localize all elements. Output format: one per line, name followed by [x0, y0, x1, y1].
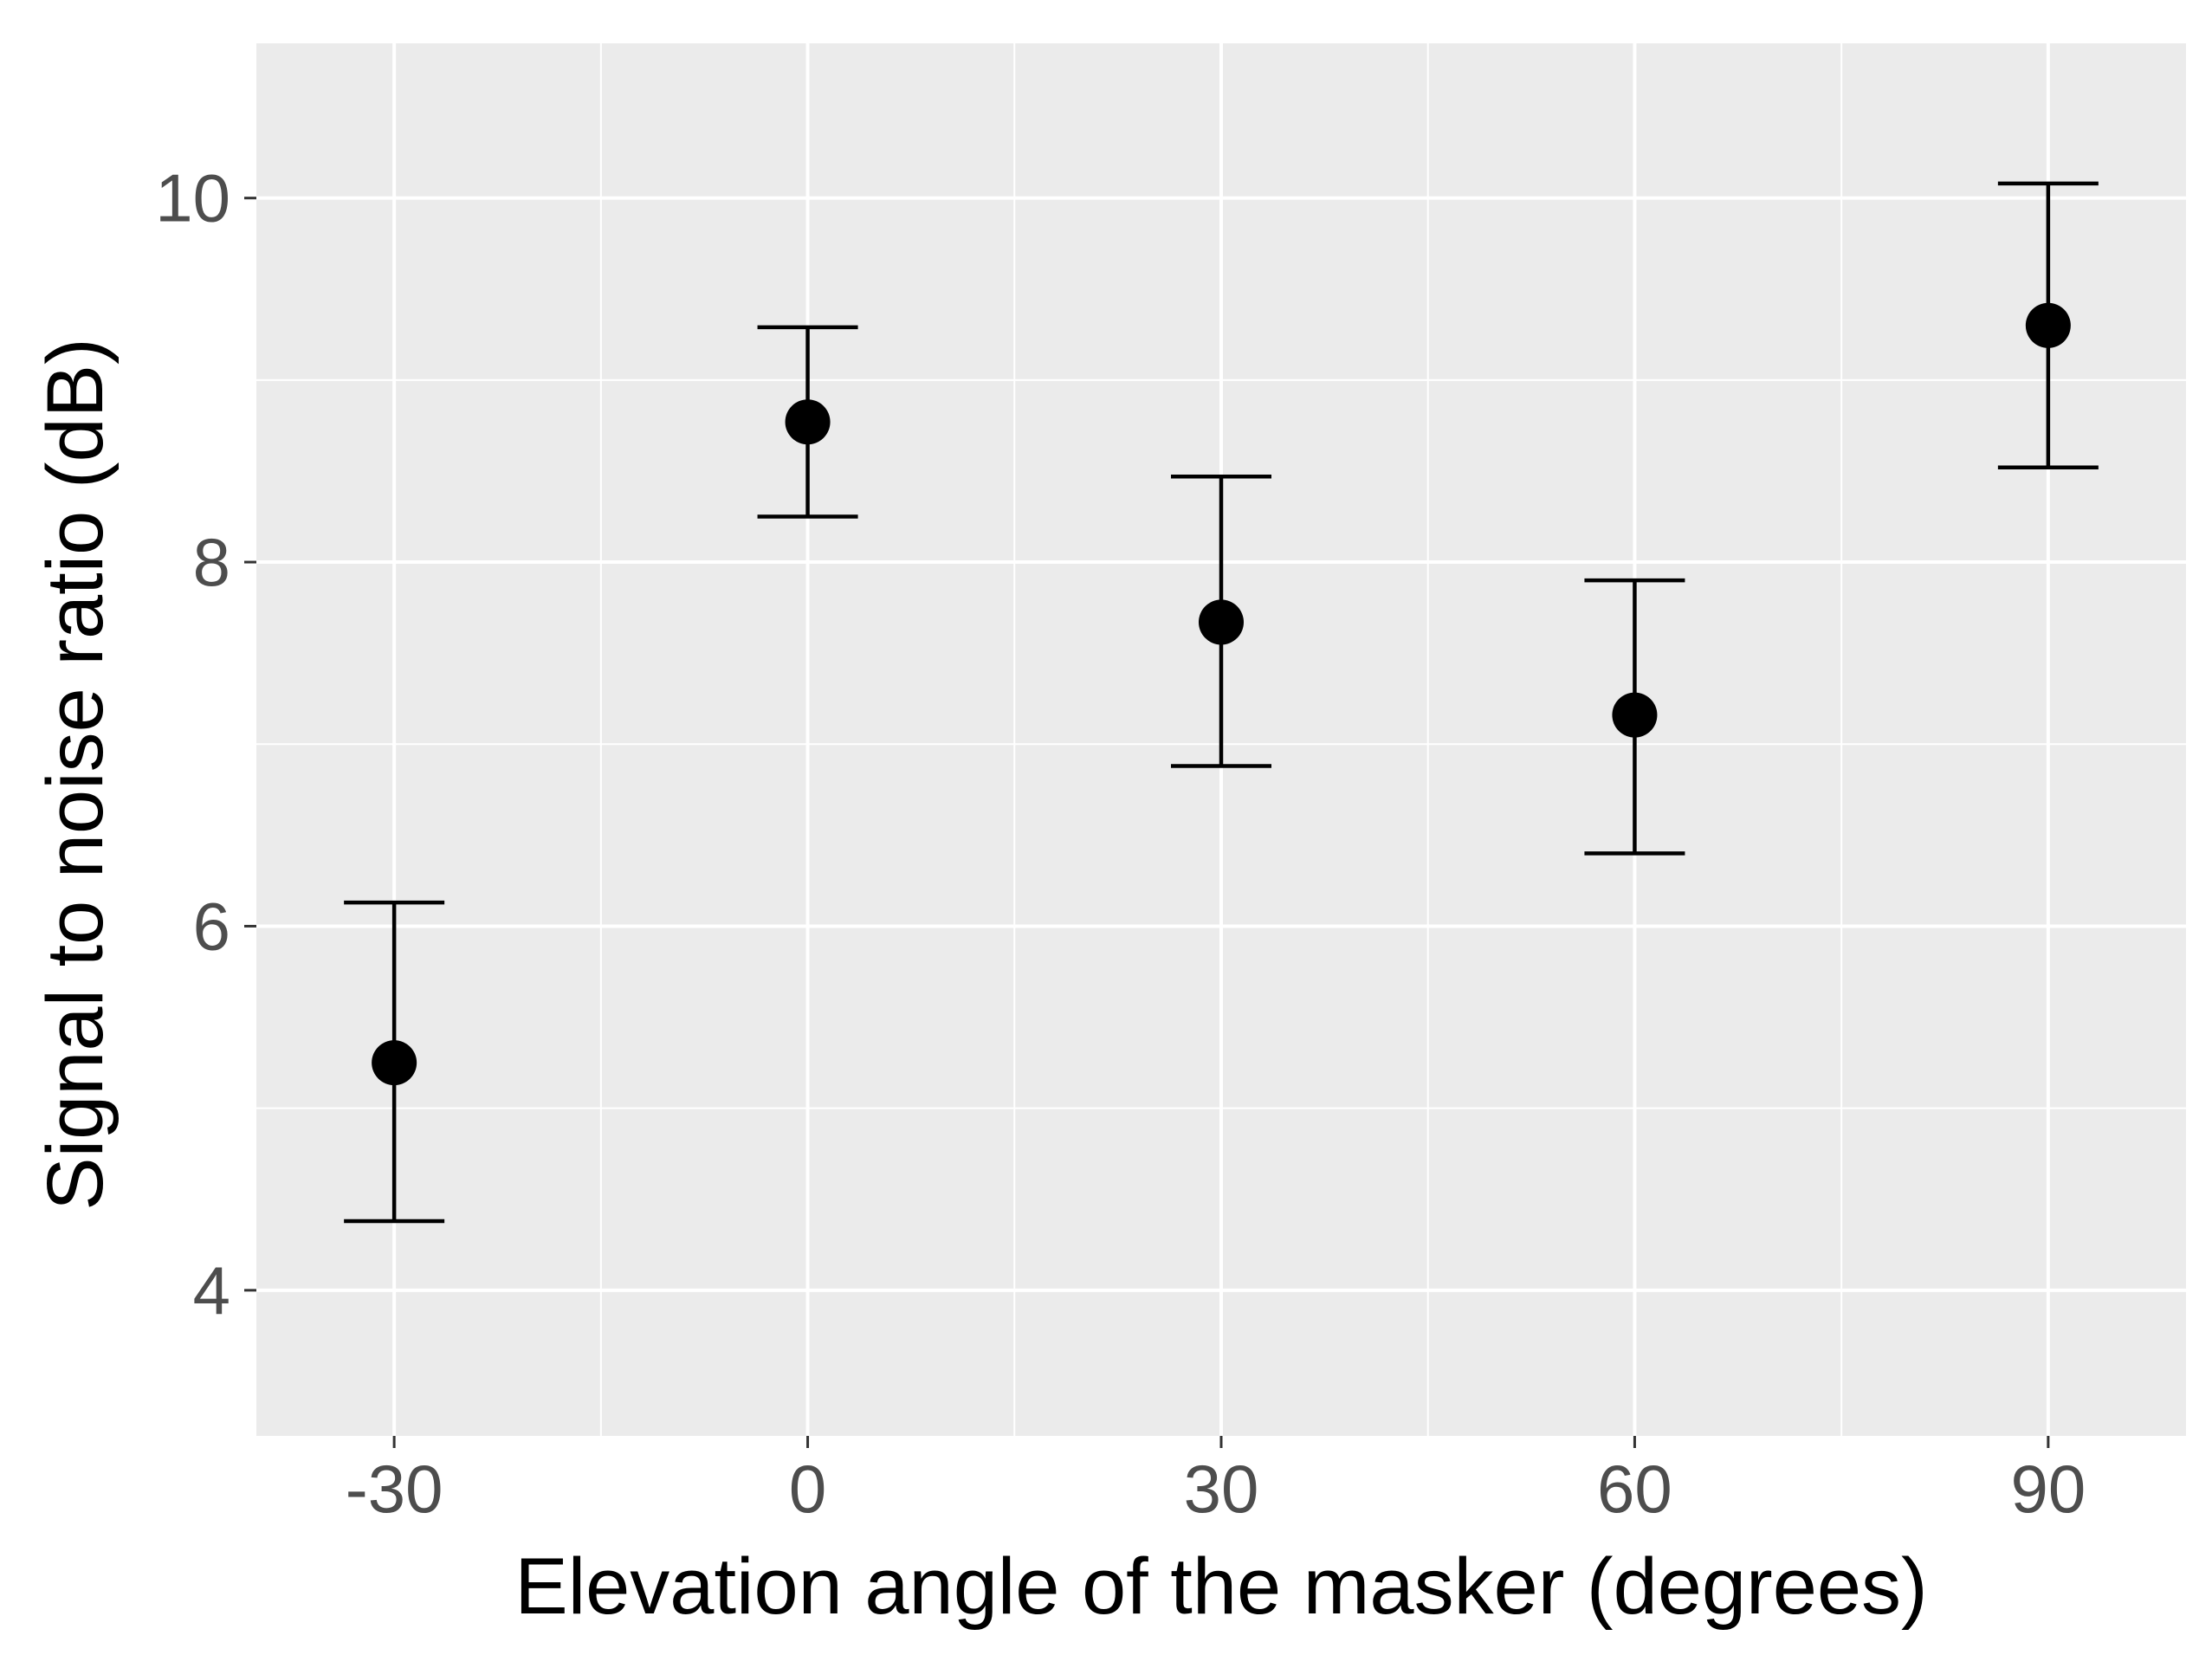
- data-point: [1199, 599, 1244, 645]
- y-tick-label: 4: [193, 1252, 230, 1329]
- y-axis-title: Signal to noise ratio (dB): [31, 338, 120, 1210]
- x-tick-label: 30: [1184, 1451, 1259, 1527]
- x-tick-label: -30: [346, 1451, 443, 1527]
- data-point: [1612, 692, 1658, 738]
- y-tick-label: 8: [193, 524, 230, 600]
- x-axis-title: Elevation angle of the masker (degrees): [514, 1542, 1927, 1631]
- x-tick-label: 60: [1597, 1451, 1672, 1527]
- data-point: [785, 399, 831, 445]
- x-tick-labels: -30 0 30 60 90: [346, 1451, 2086, 1527]
- error-bars: [344, 181, 2099, 1224]
- data-point: [372, 1040, 417, 1086]
- axis-ticks: [244, 197, 2050, 1448]
- y-tick-label: 10: [155, 160, 230, 236]
- x-tick-label: 90: [2010, 1451, 2086, 1527]
- data-point: [2025, 302, 2071, 348]
- data-points: [372, 302, 2071, 1086]
- y-tick-labels: 4 6 8 10: [155, 160, 230, 1329]
- y-tick-label: 6: [193, 888, 230, 964]
- x-tick-label: 0: [789, 1451, 826, 1527]
